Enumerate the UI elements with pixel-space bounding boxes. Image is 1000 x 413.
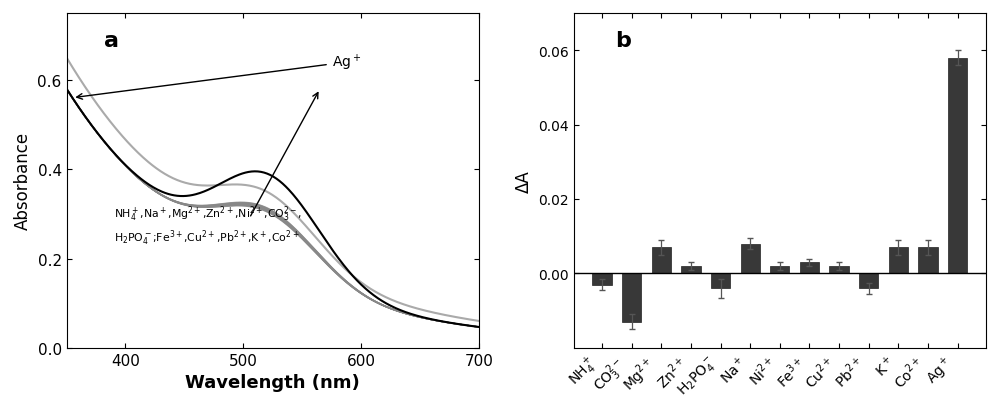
X-axis label: Wavelength (nm): Wavelength (nm) bbox=[185, 373, 360, 392]
Text: NH$_4^+$,Na$^+$,Mg$^{2+}$,Zn$^{2+}$,Ni$^{2+}$,CO$_3^{2-}$,: NH$_4^+$,Na$^+$,Mg$^{2+}$,Zn$^{2+}$,Ni$^… bbox=[114, 204, 302, 224]
Bar bbox=[859, 274, 878, 289]
Bar bbox=[918, 248, 938, 274]
Bar bbox=[652, 248, 671, 274]
Bar bbox=[711, 274, 730, 289]
Bar bbox=[889, 248, 908, 274]
Bar bbox=[592, 274, 612, 285]
Bar bbox=[829, 266, 849, 274]
Bar bbox=[948, 58, 967, 274]
Bar bbox=[800, 263, 819, 274]
Text: b: b bbox=[615, 31, 631, 50]
Bar bbox=[770, 266, 789, 274]
Bar bbox=[741, 244, 760, 274]
Text: Ag$^+$: Ag$^+$ bbox=[77, 53, 361, 100]
Y-axis label: Absorbance: Absorbance bbox=[14, 132, 32, 230]
Text: a: a bbox=[104, 31, 119, 50]
Bar bbox=[622, 274, 641, 322]
Text: H$_2$PO$_4^-$;Fe$^{3+}$,Cu$^{2+}$,Pb$^{2+}$,K$^+$,Co$^{2+}$: H$_2$PO$_4^-$;Fe$^{3+}$,Cu$^{2+}$,Pb$^{2… bbox=[114, 228, 300, 247]
Bar bbox=[681, 266, 701, 274]
Y-axis label: ΔA: ΔA bbox=[514, 170, 532, 192]
